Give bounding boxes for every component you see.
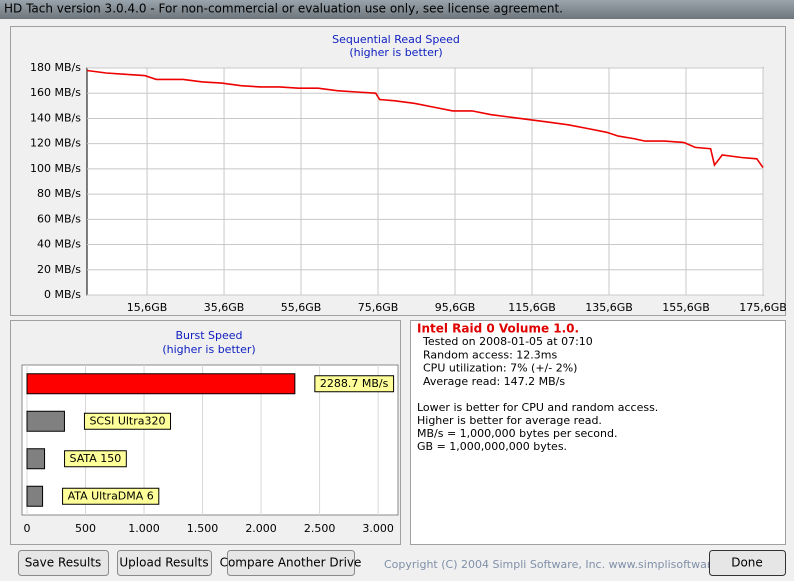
x-tick-label: 95,6GB xyxy=(435,301,476,314)
info-note: MB/s = 1,000,000 bytes per second. xyxy=(417,427,617,440)
x-tick-label: 55,6GB xyxy=(281,301,322,314)
info-note: Higher is better for average read. xyxy=(417,414,602,427)
x-tick-label: 15,6GB xyxy=(127,301,168,314)
x-tick-label: 1.000 xyxy=(128,522,160,535)
x-tick-label: 35,6GB xyxy=(204,301,245,314)
info-title: Intel Raid 0 Volume 1.0. xyxy=(417,322,579,336)
bar xyxy=(26,373,296,395)
y-tick-label: 120 MB/s xyxy=(30,137,81,150)
button-label: Compare Another Drive xyxy=(220,556,362,570)
label-box xyxy=(83,412,172,430)
info-detail: Average read: 147.2 MB/s xyxy=(423,375,565,388)
bar-label: 2288.7 MB/s xyxy=(320,377,389,390)
x-tick-label: 500 xyxy=(75,522,96,535)
bar-label: SATA 150 xyxy=(70,452,122,465)
info-detail: CPU utilization: 7% (+/- 2%) xyxy=(423,362,577,375)
window-title: HD Tach version 3.0.4.0 - For non-commer… xyxy=(4,2,563,16)
button-label: Done xyxy=(731,556,763,570)
bar-label: ATA UltraDMA 6 xyxy=(68,489,154,502)
title-bar xyxy=(0,0,794,19)
x-tick-label: 175,6GB xyxy=(739,301,787,314)
x-tick-label: 115,6GB xyxy=(508,301,556,314)
x-tick-label: 1.500 xyxy=(187,522,219,535)
x-tick-label: 2.000 xyxy=(245,522,277,535)
info-detail: Random access: 12.3ms xyxy=(423,348,558,361)
x-tick-label: 75,6GB xyxy=(358,301,399,314)
y-tick-label: 20 MB/s xyxy=(37,263,81,276)
button-label: Upload Results xyxy=(119,556,208,570)
y-tick-label: 80 MB/s xyxy=(37,187,81,200)
x-tick-label: 155,6GB xyxy=(662,301,710,314)
button[interactable]: Compare Another Drive xyxy=(220,550,362,576)
y-tick-label: 140 MB/s xyxy=(30,111,81,124)
button[interactable]: Save Results xyxy=(18,550,109,576)
button-face xyxy=(18,550,109,576)
copyright: Copyright (C) 2004 Simpli Software, Inc.… xyxy=(384,558,745,571)
plot-area xyxy=(86,67,764,296)
y-tick-label: 40 MB/s xyxy=(37,238,81,251)
y-tick-label: 180 MB/s xyxy=(30,61,81,74)
button-face xyxy=(117,550,212,576)
info-note: GB = 1,000,000,000 bytes. xyxy=(417,440,567,453)
info-panel xyxy=(410,320,786,545)
chart-title: Sequential Read Speed xyxy=(332,33,460,46)
bar xyxy=(26,410,65,432)
bar xyxy=(26,448,46,470)
x-tick-label: 2.500 xyxy=(304,522,336,535)
read-speed-line xyxy=(86,69,764,169)
info-note: Lower is better for CPU and random acces… xyxy=(417,401,658,414)
x-tick-label: 0 xyxy=(24,522,31,535)
y-tick-label: 0 MB/s xyxy=(44,288,81,301)
y-tick-label: 160 MB/s xyxy=(30,86,81,99)
label-box xyxy=(314,375,395,393)
button-face xyxy=(227,550,355,576)
bar-label: SCSI Ultra320 xyxy=(89,414,165,427)
button[interactable]: Upload Results xyxy=(117,550,212,576)
label-box xyxy=(62,487,160,505)
button-face xyxy=(709,550,786,576)
chart-subtitle: (higher is better) xyxy=(162,343,255,356)
info-detail: Tested on 2008-01-05 at 07:10 xyxy=(422,335,593,348)
button[interactable]: Done xyxy=(709,550,786,576)
button-label: Save Results xyxy=(25,556,102,570)
y-tick-label: 60 MB/s xyxy=(37,212,81,225)
label-box xyxy=(64,450,127,468)
y-tick-label: 100 MB/s xyxy=(30,162,81,175)
chart-title: Burst Speed xyxy=(175,329,242,342)
chart-subtitle: (higher is better) xyxy=(349,46,442,59)
bar xyxy=(26,485,44,507)
x-tick-label: 135,6GB xyxy=(585,301,633,314)
x-tick-label: 3.000 xyxy=(362,522,394,535)
